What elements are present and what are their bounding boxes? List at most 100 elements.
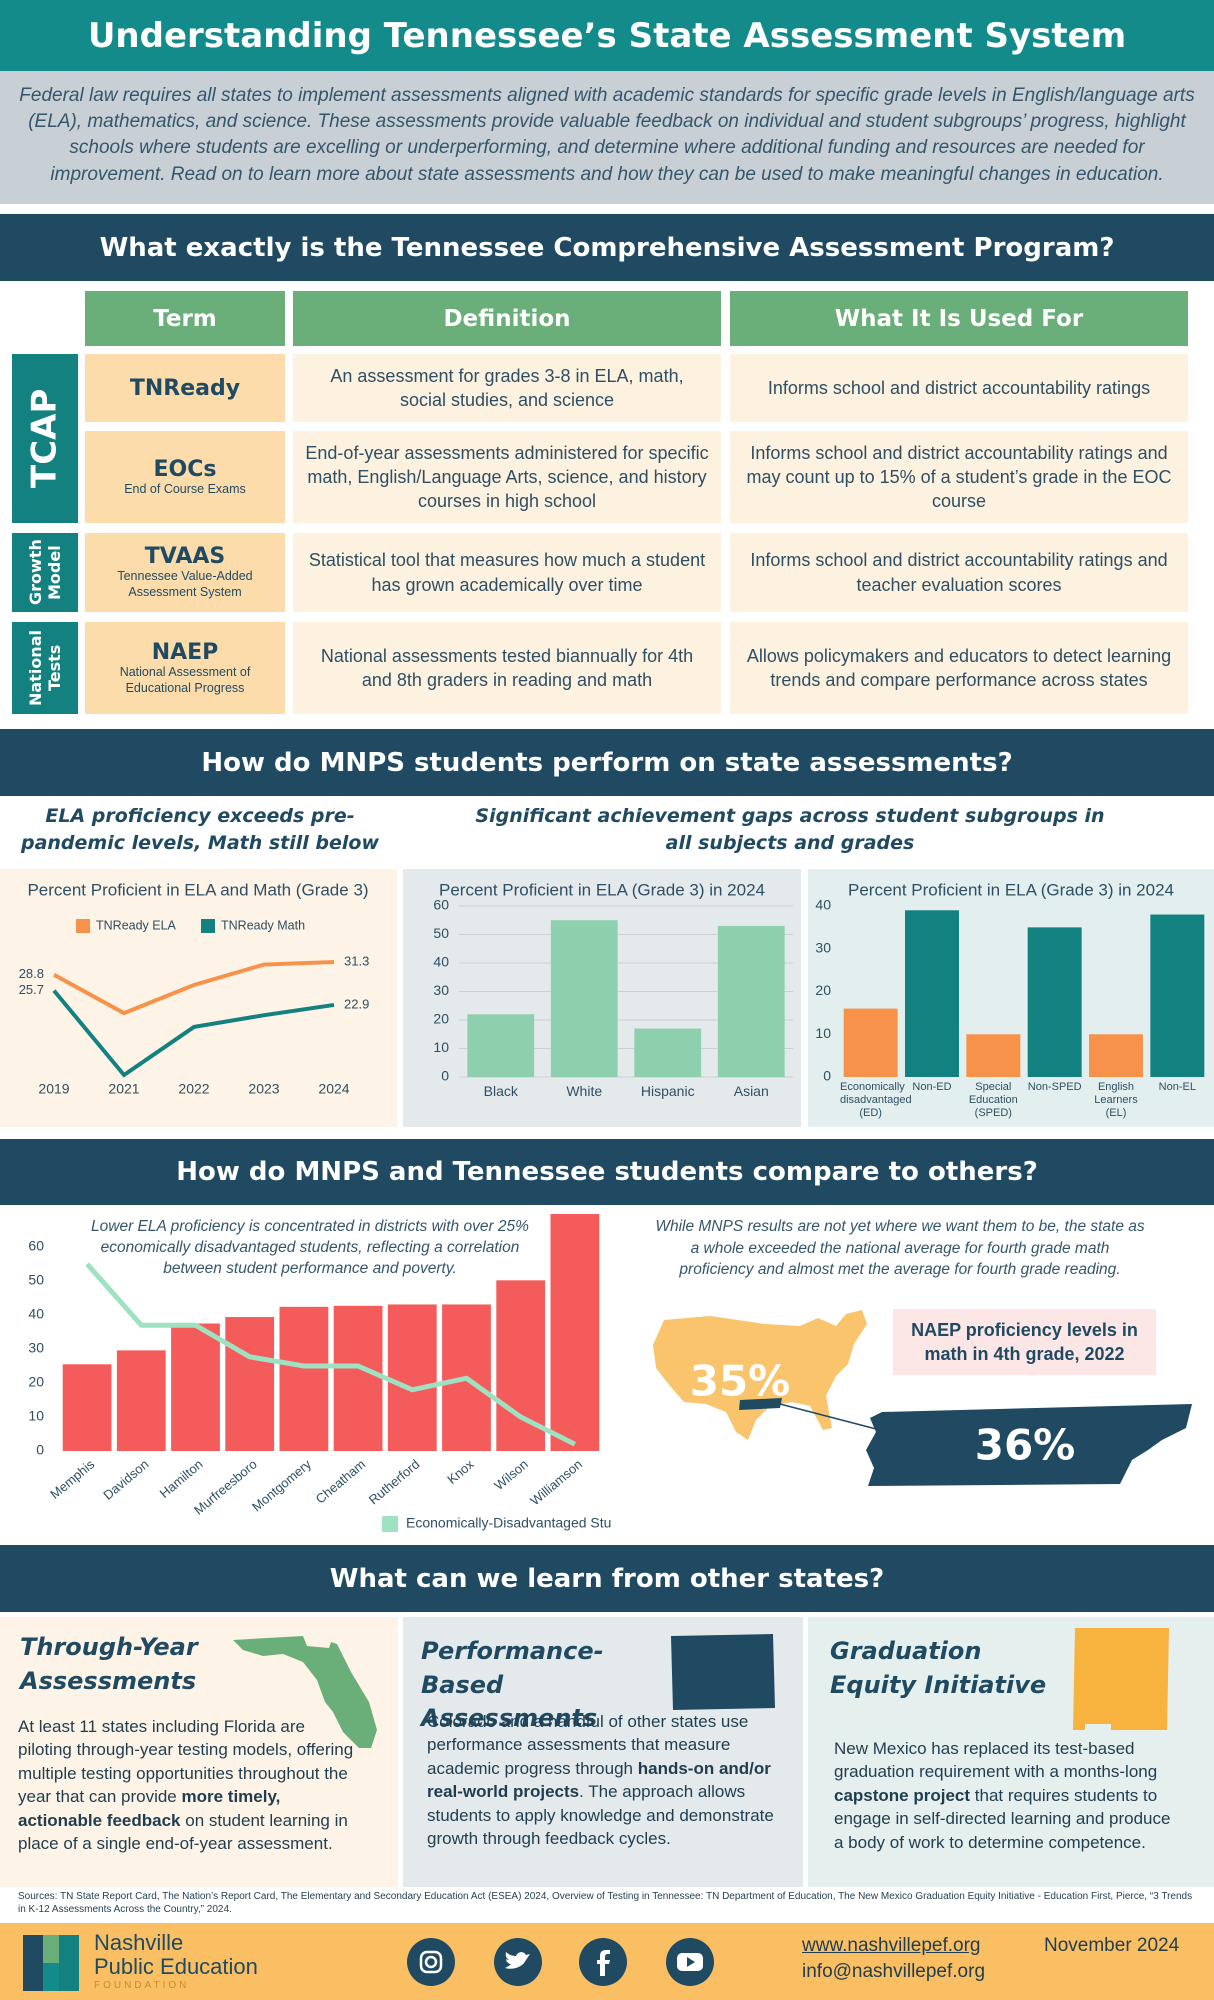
text: Colorado and a handful of other states u… [427, 1712, 749, 1778]
page-title: Understanding Tennessee’s State Assessme… [0, 0, 1214, 71]
x-tick-label: Hamilton [157, 1456, 206, 1500]
bar [387, 1304, 437, 1451]
text: New Mexico has replaced its test-based g… [834, 1739, 1158, 1782]
x-tick-label: Asian [733, 1083, 769, 1099]
data-label: 28.8 [19, 966, 44, 981]
florida-icon [233, 1636, 377, 1748]
term: EOCs [153, 456, 217, 482]
section-title: What can we learn from other states? [0, 1545, 1214, 1612]
legend-label: Economically-Disadvantaged Students [406, 1515, 612, 1531]
x-tick-label: Economically disadvantaged (ED) [840, 1081, 912, 1120]
term: NAEP [151, 639, 219, 665]
org-name: Public Education [94, 1954, 258, 1979]
legend-label: TNReady Math [221, 918, 305, 932]
x-tick-label: Black [483, 1083, 518, 1099]
card-text: New Mexico has replaced its test-based g… [834, 1737, 1184, 1854]
x-tick-label: Montgomery [249, 1456, 314, 1514]
legend-swatch [201, 919, 215, 933]
term: TVAAS [144, 544, 226, 570]
bar [171, 1323, 220, 1451]
definition: An assessment for grades 3-8 in ELA, mat… [293, 354, 721, 422]
y-tick-label: 30 [433, 982, 449, 998]
line-chart: Percent Proficient in ELA and Math (Grad… [19, 880, 370, 1097]
colorado-icon [671, 1634, 775, 1710]
x-tick-label: 2019 [38, 1081, 69, 1097]
y-tick-label: 0 [823, 1068, 831, 1084]
us-value: 35% [690, 1357, 791, 1406]
text: At least 11 states including Florida are… [18, 1717, 354, 1807]
tennessee-value: 36% [975, 1421, 1076, 1470]
bar [905, 910, 959, 1077]
data-label: 25.7 [19, 982, 44, 997]
email: info@nashvillepef.org [802, 1961, 986, 1982]
y-tick-label: 30 [815, 939, 831, 955]
chart-title: Percent Proficient in ELA (Grade 3) in 2… [439, 880, 765, 899]
y-tick-label: 20 [28, 1374, 44, 1390]
instagram-icon[interactable] [407, 1938, 455, 1986]
x-tick-label: 2024 [318, 1081, 349, 1097]
bold-text: more timely, actionable feedback [18, 1787, 281, 1830]
legend-swatch [382, 1516, 398, 1532]
legend-label: TNReady ELA [96, 918, 177, 932]
bar-chart: Percent Proficient in ELA (Grade 3) in 2… [815, 880, 1205, 1084]
bar [279, 1306, 329, 1451]
chart-panel: 0 10 20 30 40 50 60 Economically-Disadvantaged … [0, 1205, 646, 1543]
bar [550, 920, 618, 1077]
bold-text: capstone project [834, 1785, 971, 1805]
x-tick-label: Non-EL [1158, 1081, 1196, 1093]
new-mexico-icon [1073, 1628, 1169, 1730]
chart-title: Percent Proficient in ELA (Grade 3) in 2… [848, 880, 1174, 899]
sources: Sources: TN State Report Card, The Natio… [18, 1891, 1193, 1915]
used-for: Informs school and district accountabili… [730, 354, 1188, 422]
definition: End-of-year assessments administered for… [293, 431, 721, 523]
x-tick-label: Knox [444, 1456, 477, 1487]
card-title: Through-Year Assessments [20, 1633, 198, 1695]
x-tick-label: White [566, 1083, 603, 1099]
column-header: Term [85, 291, 285, 346]
card: Through-Year Assessments At least 11 sta… [0, 1617, 398, 1887]
bar [1089, 1034, 1143, 1077]
used-for: Allows policymakers and educators to det… [730, 622, 1188, 714]
bold-text: hands-on and/or real-world projects [427, 1758, 771, 1802]
bar [966, 1034, 1021, 1077]
youtube-icon[interactable] [666, 1938, 714, 1986]
y-tick-label: 10 [28, 1408, 44, 1424]
column-header: What It Is Used For [730, 291, 1188, 346]
bar [225, 1317, 275, 1451]
y-tick-label: 50 [28, 1272, 44, 1288]
twitter-icon[interactable] [494, 1938, 542, 1986]
y-tick-label: 50 [433, 925, 449, 941]
card: Performance-Based Assessments Colorado a… [403, 1617, 803, 1887]
chart-heading: Significant achievement gaps across stud… [475, 805, 1105, 854]
used-for: Informs school and district accountabili… [730, 431, 1188, 523]
term-note: End of Course Exams [124, 481, 246, 496]
x-tick-label: Cheatham [313, 1456, 369, 1506]
website-link[interactable]: www.nashvillepef.org [802, 1935, 981, 1956]
us-map [653, 1310, 867, 1440]
y-tick-label: 0 [36, 1442, 44, 1458]
bar [333, 1305, 383, 1451]
used-for: Informs school and district accountabili… [730, 533, 1188, 612]
facebook-icon[interactable] [579, 1938, 627, 1986]
x-tick-label: 2023 [248, 1081, 279, 1097]
y-tick-label: 60 [28, 1238, 44, 1254]
chart-panel: Percent Proficient in ELA (Grade 3) in 2… [403, 869, 801, 1127]
legend-swatch [76, 919, 90, 933]
x-tick-label: Special Education (SPED) [968, 1081, 1018, 1120]
column-header: Definition [293, 291, 721, 346]
card: Graduation Equity Initiative New Mexico … [808, 1617, 1214, 1887]
text: . The approach allows students to apply … [427, 1782, 774, 1849]
card-text: Colorado and a handful of other states u… [427, 1710, 777, 1851]
chart-title: Percent Proficient in ELA and Math (Grad… [27, 880, 368, 899]
combo-chart: 0 10 20 30 40 50 60 Economically-Disadvantaged … [28, 1214, 646, 1532]
card-title: Graduation Equity Initiative [830, 1637, 1047, 1699]
chart-heading: ELA proficiency exceeds pre-pandemic lev… [20, 805, 380, 854]
social-icons [407, 1938, 714, 1986]
term: TNReady [129, 375, 241, 401]
y-tick-label: 0 [441, 1068, 449, 1084]
bar-chart: Percent Proficient in ELA (Grade 3) in 2… [433, 880, 793, 1084]
term-cell: EOCs End of Course Exams [85, 431, 285, 523]
group-label: TCAP [12, 354, 78, 523]
text: that requires students to engage in self… [834, 1785, 1171, 1852]
definition: Statistical tool that measures how much … [293, 533, 721, 612]
